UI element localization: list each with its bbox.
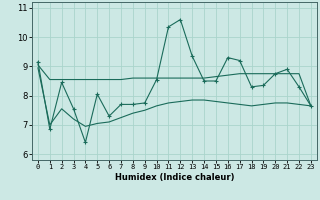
X-axis label: Humidex (Indice chaleur): Humidex (Indice chaleur) <box>115 173 234 182</box>
